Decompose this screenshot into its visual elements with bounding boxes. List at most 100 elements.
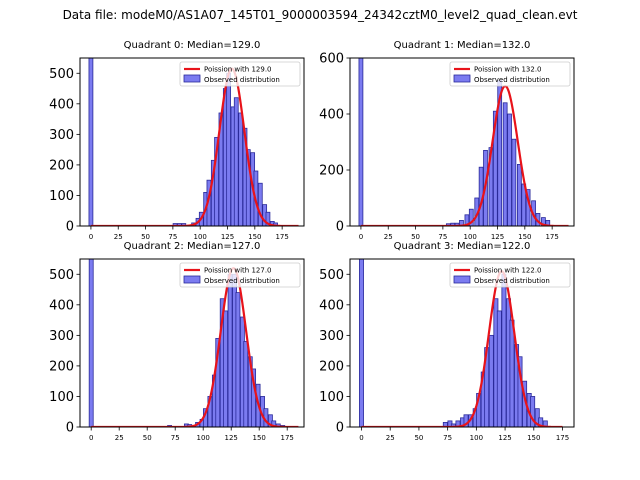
axes-frame (79, 57, 305, 227)
histogram-bar (507, 113, 512, 226)
histogram-bar (214, 137, 219, 226)
legend-poisson-label: Poission with 127.0 (204, 267, 272, 275)
x-tick-label: 50 (141, 233, 150, 241)
histogram-bar (509, 319, 515, 427)
legend: Poission with 129.0 Observed distribution (179, 61, 301, 87)
y-tick-label: 200 (49, 158, 74, 173)
quadrant-0-plot-area (88, 58, 299, 226)
y-tick-label: 0 (66, 220, 74, 235)
x-tick-label: 75 (438, 233, 447, 241)
poisson-curve (91, 267, 299, 427)
legend-observed-label: Observed distribution (204, 76, 280, 84)
histogram-bar (502, 102, 508, 226)
y-tick-label: 500 (319, 268, 344, 283)
histogram-bar (88, 259, 94, 427)
histogram-bar (488, 334, 494, 427)
histogram-bar (464, 214, 470, 226)
x-tick-label: 25 (114, 233, 123, 241)
x-tick-label: 25 (384, 233, 393, 241)
y-tick-label: 0 (66, 421, 74, 436)
histogram-bar (358, 58, 364, 226)
x-tick-label: 100 (464, 233, 477, 241)
quadrant-1-plot-area (358, 58, 569, 226)
x-tick-label: 25 (386, 434, 395, 442)
x-tick-label: 175 (281, 434, 294, 442)
x-tick-label: 175 (545, 233, 558, 241)
panel-title-quadrant-1: Quadrant 1: Median=132.0 (393, 40, 531, 51)
x-tick-label: 50 (414, 434, 423, 442)
x-tick-label: 150 (518, 233, 531, 241)
x-tick-label: 0 (359, 233, 363, 241)
histogram-bar (215, 338, 221, 427)
legend: Poission with 127.0 Observed distribution (179, 262, 301, 288)
x-tick-label: 100 (194, 233, 207, 241)
y-tick-label: 500 (49, 268, 74, 283)
x-tick-label: 175 (275, 233, 288, 241)
histogram-bar (235, 292, 241, 427)
legend: Poission with 132.0 Observed distribution (449, 61, 571, 87)
x-tick-label: 100 (470, 434, 483, 442)
quadrant-0-plot: 0 25 50 75 100 125 150 175 0 100 200 300 400 500 Poiss… (49, 57, 305, 241)
y-tick-label: 0 (336, 220, 344, 235)
y-tick-label: 300 (49, 329, 74, 344)
x-tick-label: 50 (143, 434, 152, 442)
histogram-bar (233, 97, 239, 226)
histogram-bar (541, 217, 546, 226)
quadrant-2-plot: 0 25 50 75 100 125 150 175 0 100 200 300 400 500 Poiss… (49, 258, 305, 442)
axes-frame (79, 258, 305, 428)
legend-poisson-label: Poission with 132.0 (474, 66, 542, 74)
histogram-bar (226, 72, 231, 226)
y-tick-label: 600 (319, 52, 344, 67)
x-tick-label: 125 (491, 233, 504, 241)
y-tick-label: 400 (49, 298, 74, 313)
panel-title-quadrant-2: Quadrant 2: Median=127.0 (123, 241, 261, 252)
legend-box (179, 262, 301, 288)
x-tick-label: 125 (498, 434, 511, 442)
y-tick-label: 100 (49, 390, 74, 405)
y-tick-label: 400 (319, 108, 344, 123)
x-tick-label: 0 (89, 434, 93, 442)
legend-box (449, 262, 571, 288)
y-tick-label: 100 (319, 390, 344, 405)
x-tick-label: 125 (225, 434, 238, 442)
y-tick-label: 200 (49, 359, 74, 374)
legend-observed-swatch (183, 275, 201, 284)
histogram-bar (172, 223, 178, 226)
y-tick-label: 400 (319, 298, 344, 313)
legend-observed-label: Observed distribution (474, 277, 550, 285)
x-tick-label: 100 (197, 434, 210, 442)
x-tick-label: 75 (171, 434, 180, 442)
legend-poisson-label: Poission with 122.0 (474, 267, 542, 275)
figure-title: Data file: modeM0/AS1A07_145T01_90000035… (62, 8, 578, 22)
histogram-bar (245, 149, 251, 226)
x-tick-label: 150 (527, 434, 540, 442)
histogram-bar (516, 163, 522, 226)
histogram-bar (265, 211, 271, 226)
axes-frame (349, 258, 575, 428)
histogram-bar (496, 310, 502, 427)
x-tick-label: 50 (411, 233, 420, 241)
x-tick-label: 0 (359, 434, 363, 442)
histogram-bar (359, 259, 364, 427)
panel-title-quadrant-0: Quadrant 0: Median=129.0 (123, 40, 261, 51)
panel-title-quadrant-3: Quadrant 3: Median=122.0 (393, 241, 531, 252)
x-tick-label: 0 (89, 233, 93, 241)
x-tick-label: 175 (556, 434, 569, 442)
histogram-bar (88, 58, 94, 226)
legend-box (179, 61, 301, 87)
histogram-bar (257, 182, 263, 226)
histogram-bar (511, 138, 517, 226)
poisson-curve (360, 84, 569, 226)
y-tick-label: 500 (49, 67, 74, 82)
legend: Poission with 122.0 Observed distribution (449, 262, 571, 288)
legend-observed-label: Observed distribution (204, 277, 280, 285)
histogram-bar (538, 417, 544, 427)
x-tick-label: 75 (443, 434, 452, 442)
poisson-curve (90, 67, 299, 226)
histogram-bar (501, 273, 507, 427)
histogram-bar (177, 223, 182, 226)
axes-frame (349, 57, 575, 227)
x-tick-label: 125 (221, 233, 234, 241)
histogram-bar (223, 310, 229, 427)
y-tick-label: 200 (319, 359, 344, 374)
